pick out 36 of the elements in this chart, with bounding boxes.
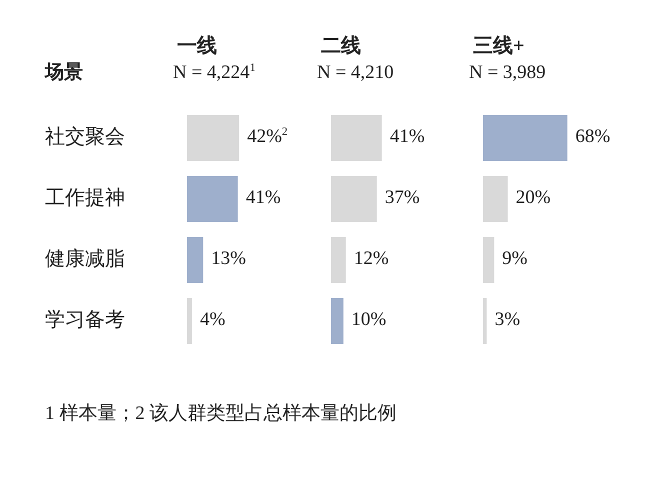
bar (483, 176, 508, 222)
bar (331, 176, 377, 222)
y-tick-label: 健康减脂 (45, 248, 125, 270)
chart-subtitle: N = 3,989 (469, 62, 546, 84)
data-label: 37% (384, 187, 420, 208)
bar (483, 298, 487, 344)
chart-title: 二线 (321, 34, 361, 57)
data-label: 41% (390, 126, 425, 148)
data-label: 42%$^{2}$ (247, 126, 288, 148)
bar (187, 298, 192, 344)
bar (331, 237, 346, 283)
data-label: 12% (354, 248, 389, 270)
text: 1 样本量；2 该人群类型占总样本量的比例 (45, 402, 396, 424)
y-axis-title: 场景 (44, 62, 83, 84)
bar (483, 237, 494, 283)
bar (331, 298, 344, 344)
data-label: 68% (575, 126, 610, 148)
data-label: 3% (494, 309, 520, 330)
chart-title: 一线 (177, 34, 217, 57)
bar (187, 176, 238, 222)
data-label: 9% (502, 248, 528, 270)
y-tick-label: 社交聚会 (45, 126, 125, 148)
data-label: 20% (516, 187, 551, 208)
data-label: 4% (200, 309, 226, 330)
bar (187, 115, 240, 161)
data-label: 13% (211, 248, 246, 270)
chart-subtitle: N = 4,224$^{1}$ (173, 62, 256, 84)
bar (331, 115, 382, 161)
chart-title: 三线+ (473, 34, 524, 57)
y-tick-label: 工作提神 (45, 186, 125, 209)
bar (187, 237, 204, 283)
data-label: 10% (351, 309, 386, 330)
data-label: 41% (246, 187, 281, 208)
bar (483, 115, 568, 161)
y-tick-label: 学习备考 (45, 308, 125, 331)
chart-subtitle: N = 4,210 (317, 62, 394, 84)
